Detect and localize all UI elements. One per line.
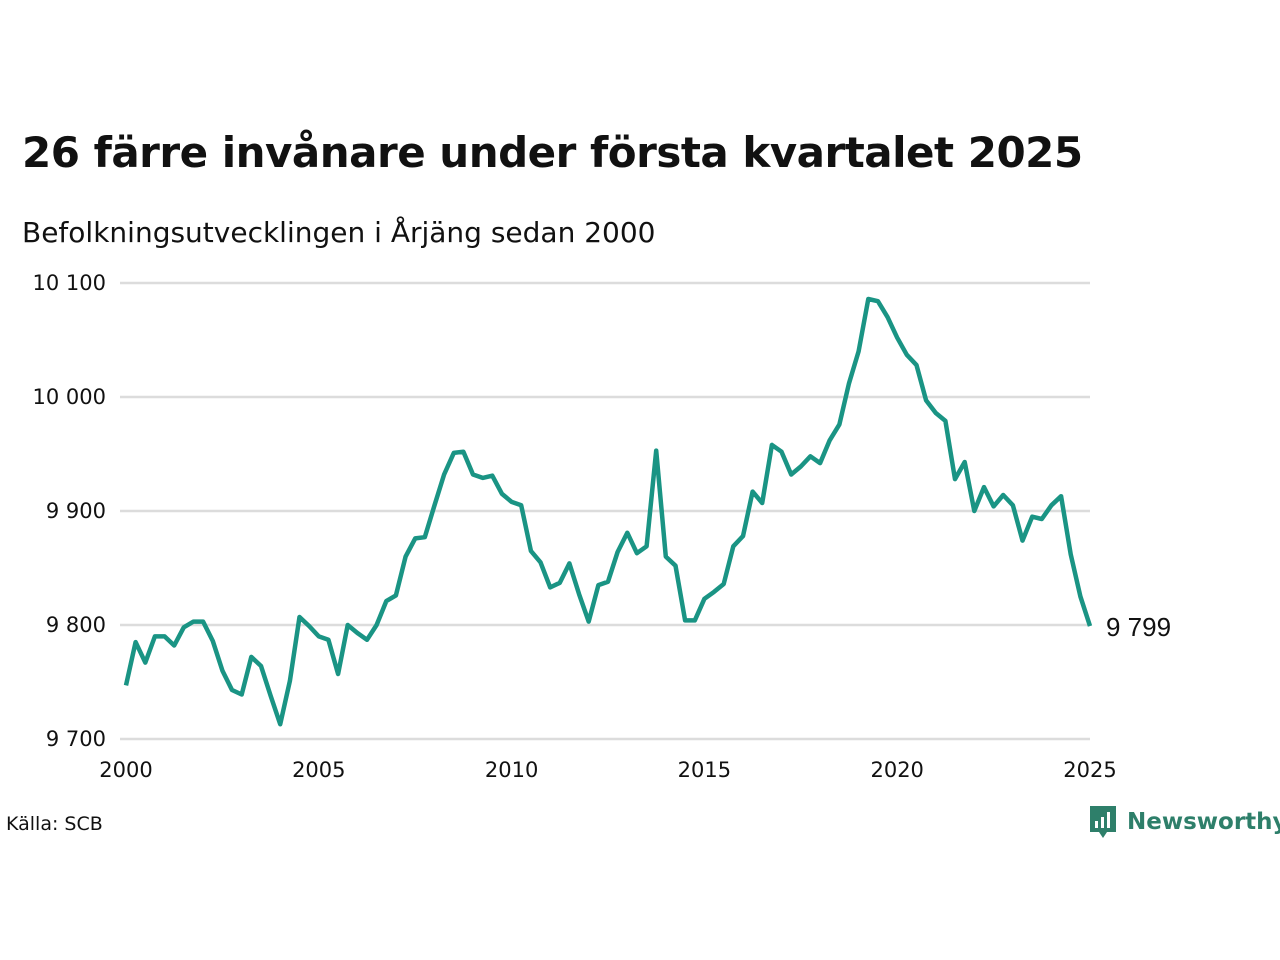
brand-logo: Newsworthy xyxy=(1088,804,1280,840)
y-tick-label: 9 700 xyxy=(46,727,106,751)
y-tick-label: 10 000 xyxy=(33,385,106,409)
x-axis-tick-labels: 2000 2005 2010 2015 2020 2025 xyxy=(99,758,1116,782)
x-tick-label: 2025 xyxy=(1063,758,1116,782)
y-tick-label: 9 900 xyxy=(46,499,106,523)
chart-title: 26 färre invånare under första kvartalet… xyxy=(22,128,1083,177)
brand-name: Newsworthy xyxy=(1127,809,1280,835)
population-line xyxy=(123,296,1093,727)
chart-subtitle: Befolkningsutvecklingen i Årjäng sedan 2… xyxy=(22,216,656,249)
newsworthy-chart-bubble-icon xyxy=(1090,806,1116,838)
last-value-label: 9 799 xyxy=(1106,612,1171,642)
x-tick-label: 2000 xyxy=(99,758,152,782)
y-axis-tick-labels: 9 700 9 800 9 900 10 000 10 100 xyxy=(33,271,106,751)
y-tick-label: 10 100 xyxy=(33,271,106,295)
source-note: Källa: SCB xyxy=(6,813,103,835)
gridlines xyxy=(120,281,1090,741)
x-tick-label: 2005 xyxy=(292,758,345,782)
y-tick-label: 9 800 xyxy=(46,613,106,637)
x-tick-label: 2010 xyxy=(485,758,538,782)
x-tick-label: 2020 xyxy=(870,758,923,782)
x-tick-label: 2015 xyxy=(678,758,731,782)
